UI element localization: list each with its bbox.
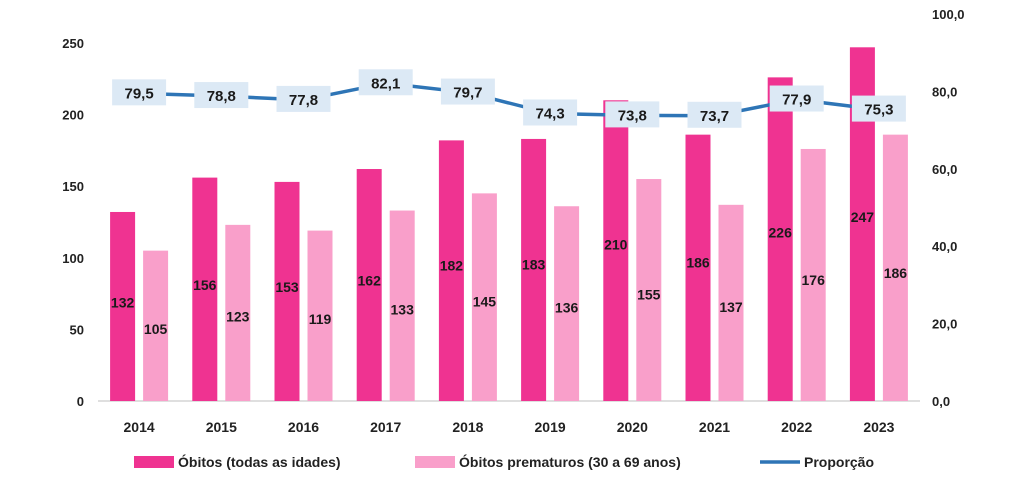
x-tick-label: 2016 bbox=[288, 419, 319, 435]
bar bbox=[521, 138, 547, 401]
proporcao-line bbox=[139, 81, 880, 118]
bar bbox=[800, 148, 826, 401]
left-tick-label: 150 bbox=[62, 179, 84, 194]
line-data-label: 75,3 bbox=[864, 102, 893, 119]
bar-data-labels: 132 105 156 123 153 119 162 133 182 145 183 136 210 1… bbox=[111, 209, 907, 337]
line-series: 79,5 78,8 77,8 82,1 79,7 74,3 73,8 73,7 77,9 75,3 bbox=[112, 69, 906, 128]
bar-data-label: 210 bbox=[604, 237, 628, 253]
bar-data-label: 137 bbox=[719, 299, 743, 315]
line-label-box bbox=[769, 85, 824, 112]
left-tick-label: 200 bbox=[62, 108, 84, 123]
x-axis-ticks: 2014 2015 2016 2017 2018 2019 2020 2021 2022 2023 bbox=[124, 419, 895, 435]
line-label-box bbox=[440, 78, 495, 105]
bar bbox=[636, 179, 662, 401]
bar-data-label: 133 bbox=[391, 302, 415, 318]
bar bbox=[438, 140, 464, 401]
bar bbox=[274, 181, 300, 401]
bar-data-label: 183 bbox=[522, 257, 546, 273]
bar-data-label: 247 bbox=[851, 209, 875, 225]
bar-data-label: 155 bbox=[637, 286, 661, 302]
line-data-label: 78,8 bbox=[207, 88, 236, 105]
x-tick-label: 2014 bbox=[124, 419, 155, 435]
bar-data-label: 145 bbox=[473, 293, 497, 309]
right-tick-label: 60,0 bbox=[932, 162, 957, 177]
line-data-label: 74,3 bbox=[535, 105, 564, 122]
right-tick-label: 80,0 bbox=[932, 84, 957, 99]
line-label-box bbox=[687, 101, 742, 128]
line-label-box bbox=[112, 79, 167, 106]
bar bbox=[110, 211, 136, 401]
legend: Óbitos (todas as idades) Óbitos prematuro… bbox=[134, 453, 874, 470]
bar-data-label: 136 bbox=[555, 300, 579, 316]
bar bbox=[143, 250, 169, 401]
x-tick-label: 2015 bbox=[206, 419, 237, 435]
line-label-box bbox=[523, 99, 578, 126]
bar-data-label: 182 bbox=[440, 257, 464, 273]
bar-series bbox=[110, 47, 908, 402]
bar-data-label: 105 bbox=[144, 321, 168, 337]
bar bbox=[718, 204, 744, 401]
bar bbox=[554, 206, 580, 401]
bar bbox=[471, 193, 497, 401]
legend-swatch bbox=[134, 456, 174, 468]
line-label-box bbox=[276, 85, 331, 112]
right-tick-label: 100,0 bbox=[932, 7, 965, 22]
line-data-label: 79,7 bbox=[453, 85, 482, 102]
bar-data-label: 123 bbox=[226, 308, 250, 324]
legend-label: Proporção bbox=[804, 454, 874, 470]
bar-data-label: 153 bbox=[275, 279, 299, 295]
legend-label: Óbitos prematuros (30 a 69 anos) bbox=[459, 453, 681, 470]
right-axis-ticks: 0,0 20,0 40,0 60,0 80,0 100,0 bbox=[932, 7, 965, 409]
bar bbox=[603, 100, 629, 401]
bar-data-label: 176 bbox=[802, 272, 826, 288]
bar bbox=[685, 134, 711, 401]
left-tick-label: 250 bbox=[62, 36, 84, 51]
bar bbox=[192, 177, 218, 401]
x-tick-label: 2021 bbox=[699, 419, 730, 435]
legend-swatch bbox=[415, 456, 455, 468]
line-data-label: 82,1 bbox=[371, 75, 400, 92]
bar bbox=[389, 210, 415, 401]
right-tick-label: 20,0 bbox=[932, 317, 957, 332]
bar bbox=[356, 169, 382, 401]
left-tick-label: 50 bbox=[70, 322, 84, 337]
line-data-label: 77,8 bbox=[289, 92, 318, 109]
bar bbox=[767, 77, 793, 402]
bar-data-label: 186 bbox=[884, 265, 908, 281]
right-tick-label: 40,0 bbox=[932, 239, 957, 254]
line-data-label: 79,5 bbox=[124, 85, 153, 102]
line-data-label: 73,8 bbox=[618, 107, 647, 124]
x-tick-label: 2023 bbox=[863, 419, 894, 435]
x-tick-label: 2020 bbox=[617, 419, 648, 435]
line-data-label: 73,7 bbox=[700, 108, 729, 125]
line-label-box bbox=[358, 69, 413, 96]
left-tick-label: 100 bbox=[62, 251, 84, 266]
line-label-box bbox=[851, 95, 906, 122]
x-tick-label: 2018 bbox=[452, 419, 483, 435]
bar-data-label: 162 bbox=[358, 272, 382, 288]
bar bbox=[882, 134, 908, 401]
left-tick-label: 0 bbox=[77, 394, 84, 409]
x-tick-label: 2019 bbox=[535, 419, 566, 435]
bar bbox=[225, 224, 251, 401]
left-axis-ticks: 0 50 100 150 200 250 bbox=[62, 36, 84, 409]
bar-data-label: 119 bbox=[309, 311, 332, 327]
bar-data-label: 132 bbox=[111, 295, 135, 311]
legend-label: Óbitos (todas as idades) bbox=[178, 453, 341, 470]
right-tick-label: 0,0 bbox=[932, 394, 950, 409]
line-label-box bbox=[605, 101, 660, 128]
bar-data-label: 156 bbox=[193, 277, 217, 293]
x-tick-label: 2022 bbox=[781, 419, 812, 435]
x-tick-label: 2017 bbox=[370, 419, 401, 435]
line-data-label: 77,9 bbox=[782, 92, 811, 109]
line-label-box bbox=[194, 82, 249, 109]
bar bbox=[307, 230, 333, 401]
bar-data-label: 186 bbox=[686, 254, 710, 270]
bar-data-label: 226 bbox=[769, 225, 793, 241]
